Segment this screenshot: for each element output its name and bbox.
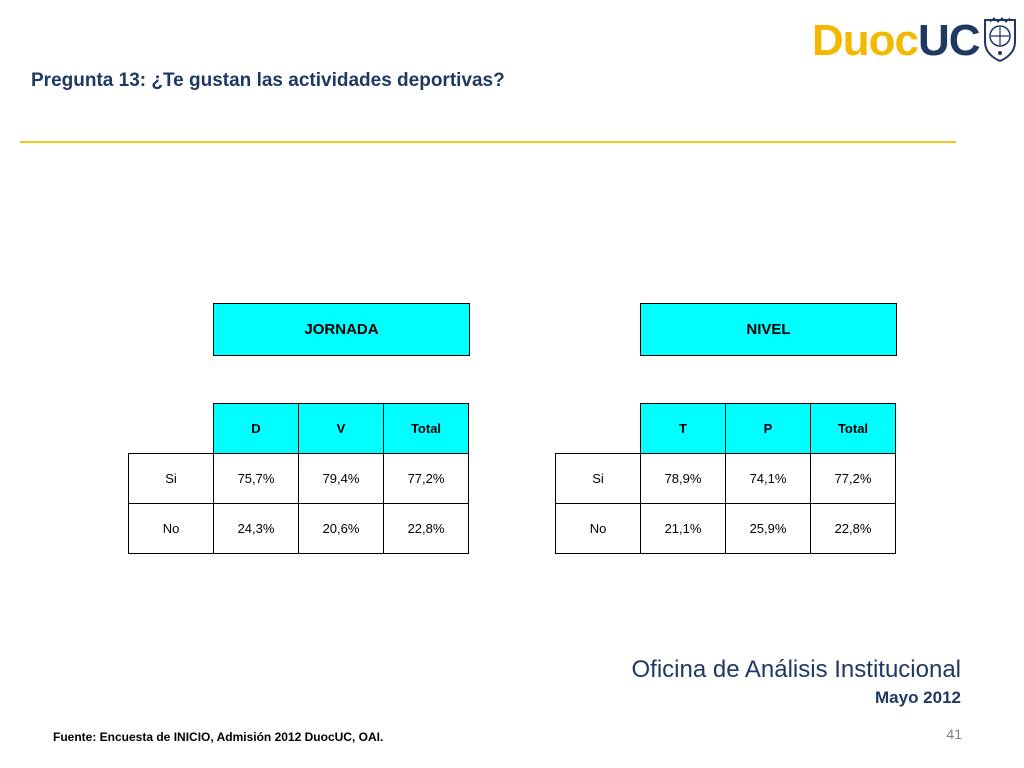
row-label: Si: [128, 453, 214, 504]
table-row: Si 78,9% 74,1% 77,2%: [555, 453, 896, 504]
table-cell: 24,3%: [213, 503, 299, 554]
report-date: Mayo 2012: [875, 688, 961, 707]
table-cell: 77,2%: [383, 453, 469, 504]
row-label: No: [128, 503, 214, 554]
table-cell: 75,7%: [213, 453, 299, 504]
table-cell: 74,1%: [725, 453, 811, 504]
table-cell: 79,4%: [298, 453, 384, 504]
jornada-group-header: JORNADA: [213, 303, 470, 356]
page-number: 41: [946, 726, 962, 742]
table-cell: 22,8%: [810, 503, 896, 554]
table-cell: 22,8%: [383, 503, 469, 554]
table-cell: 78,9%: [640, 453, 726, 504]
table-cell: 21,1%: [640, 503, 726, 554]
jornada-column-header-row: D V Total: [129, 403, 469, 454]
uc-seal-icon: [984, 17, 1016, 62]
jornada-label: JORNADA: [213, 303, 470, 356]
nivel-col-total: Total: [810, 403, 896, 454]
nivel-group-header: NIVEL: [640, 303, 897, 356]
table-cell: 77,2%: [810, 453, 896, 504]
nivel-column-header-row: T P Total: [556, 403, 896, 454]
office-name: Oficina de Análisis Institucional: [631, 656, 961, 683]
nivel-label: NIVEL: [640, 303, 897, 356]
row-label: No: [555, 503, 641, 554]
nivel-table: T P Total Si 78,9% 74,1% 77,2% No 21,1% …: [555, 403, 896, 554]
jornada-col-d: D: [213, 403, 299, 454]
source-note: Fuente: Encuesta de INICIO, Admisión 201…: [53, 730, 384, 744]
slide-title: Pregunta 13: ¿Te gustan las actividades …: [31, 70, 505, 91]
nivel-col-p: P: [725, 403, 811, 454]
jornada-col-total: Total: [383, 403, 469, 454]
table-cell: 20,6%: [298, 503, 384, 554]
jornada-col-v: V: [298, 403, 384, 454]
row-label: Si: [555, 453, 641, 504]
logo-text-uc: UC: [918, 16, 981, 65]
table-row: Si 75,7% 79,4% 77,2%: [128, 453, 469, 504]
duocuc-logo: DuocUC: [812, 14, 1018, 68]
jornada-corner: [129, 404, 214, 454]
title-divider: [20, 141, 956, 143]
jornada-table: D V Total Si 75,7% 79,4% 77,2% No 24,3% …: [128, 403, 469, 554]
logo-text-duoc: Duoc: [812, 16, 919, 65]
nivel-corner: [556, 404, 641, 454]
table-row: No 21,1% 25,9% 22,8%: [555, 503, 896, 554]
nivel-col-t: T: [640, 403, 726, 454]
table-cell: 25,9%: [725, 503, 811, 554]
table-row: No 24,3% 20,6% 22,8%: [128, 503, 469, 554]
